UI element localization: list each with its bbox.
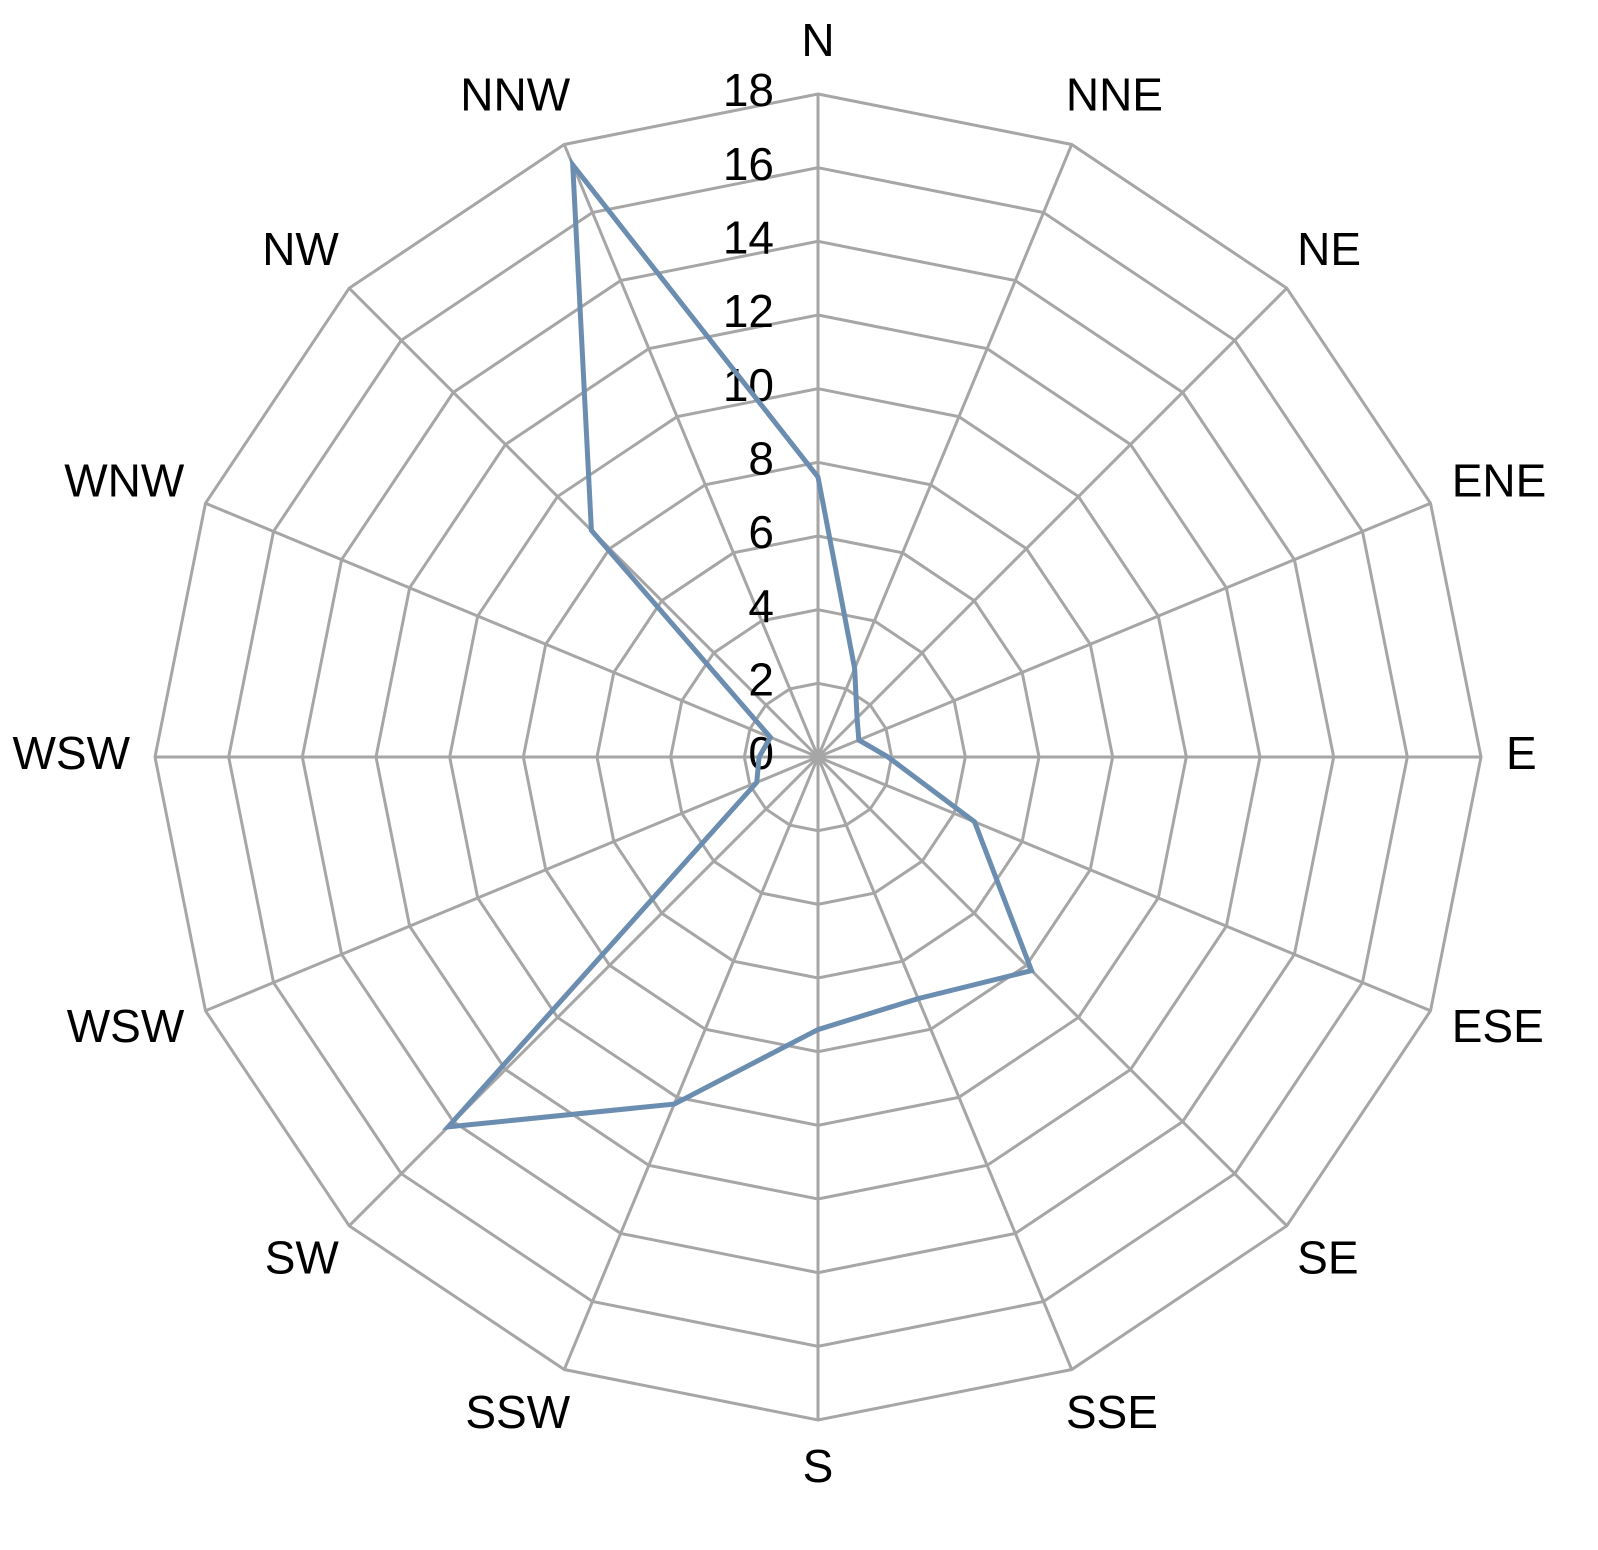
spoke bbox=[562, 143, 820, 758]
spoke bbox=[817, 755, 1432, 1013]
category-label: E bbox=[1506, 727, 1537, 779]
category-label: ENE bbox=[1452, 454, 1547, 506]
category-label: S bbox=[803, 1440, 834, 1492]
category-label: WSW bbox=[67, 1000, 185, 1052]
category-label: NE bbox=[1297, 223, 1361, 275]
tick-label: 16 bbox=[723, 138, 774, 190]
spoke bbox=[562, 756, 820, 1371]
spoke bbox=[204, 501, 819, 759]
tick-label: 18 bbox=[723, 64, 774, 116]
tick-label: 2 bbox=[748, 653, 774, 705]
tick-label: 4 bbox=[748, 580, 774, 632]
category-label: NNE bbox=[1066, 68, 1163, 120]
category-label: NNW bbox=[460, 68, 570, 120]
category-label: SW bbox=[265, 1231, 340, 1283]
spoke bbox=[816, 755, 1288, 1227]
category-label: NW bbox=[262, 223, 339, 275]
tick-label: 8 bbox=[748, 432, 774, 484]
spoke bbox=[348, 287, 820, 759]
series-line bbox=[441, 157, 1035, 1130]
tick-label: 6 bbox=[748, 506, 774, 558]
spoke bbox=[816, 756, 1074, 1371]
category-label: WSW bbox=[12, 727, 130, 779]
category-label: N bbox=[801, 14, 834, 66]
category-label: SE bbox=[1297, 1231, 1358, 1283]
category-label: ESE bbox=[1452, 1000, 1544, 1052]
spoke bbox=[204, 755, 819, 1013]
spoke bbox=[817, 501, 1432, 759]
tick-label: 12 bbox=[723, 285, 774, 337]
category-label: WNW bbox=[64, 454, 185, 506]
category-label: SSW bbox=[465, 1386, 570, 1438]
spoke bbox=[816, 143, 1074, 758]
spoke bbox=[816, 287, 1288, 759]
tick-label: 14 bbox=[723, 211, 774, 263]
category-label: SSE bbox=[1066, 1386, 1158, 1438]
spoke bbox=[348, 755, 820, 1227]
